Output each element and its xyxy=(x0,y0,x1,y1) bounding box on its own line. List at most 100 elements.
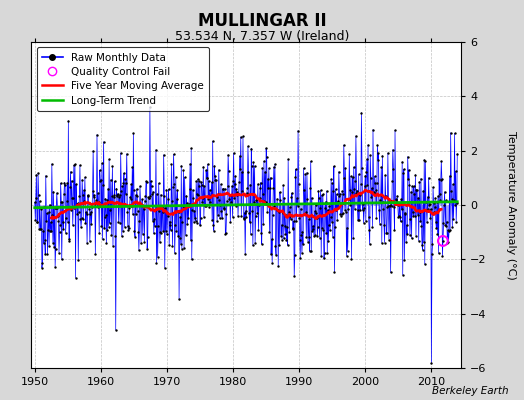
Point xyxy=(42,210,51,217)
Point xyxy=(379,198,387,205)
Point xyxy=(281,223,289,230)
Point xyxy=(395,200,403,206)
Point xyxy=(427,359,435,366)
Point xyxy=(100,225,108,231)
Point xyxy=(181,232,190,238)
Point xyxy=(119,180,128,186)
Point xyxy=(107,192,116,199)
Point xyxy=(176,214,184,220)
Point xyxy=(58,256,66,262)
Point xyxy=(229,177,237,184)
Point xyxy=(428,251,436,257)
Point xyxy=(399,272,407,278)
Point xyxy=(307,158,315,165)
Point xyxy=(268,259,276,266)
Point xyxy=(411,212,419,219)
Point xyxy=(119,228,127,234)
Point xyxy=(375,207,383,214)
Point xyxy=(165,186,173,192)
Point xyxy=(218,215,226,221)
Point xyxy=(316,187,325,194)
Point xyxy=(53,205,61,211)
Point xyxy=(79,215,88,222)
Point xyxy=(281,230,290,237)
Point xyxy=(313,215,321,222)
Point xyxy=(303,196,312,202)
Point xyxy=(286,213,294,220)
Point xyxy=(366,152,375,158)
Point xyxy=(196,222,204,228)
Point xyxy=(424,206,432,212)
Point xyxy=(364,142,372,148)
Point xyxy=(113,192,121,198)
Point xyxy=(416,218,424,224)
Point xyxy=(439,220,447,226)
Point xyxy=(396,214,404,220)
Point xyxy=(233,189,242,196)
Point xyxy=(152,260,161,267)
Point xyxy=(380,222,388,228)
Point xyxy=(108,163,117,170)
Point xyxy=(122,190,130,197)
Point xyxy=(101,195,110,202)
Point xyxy=(297,206,305,212)
Point xyxy=(420,239,428,245)
Point xyxy=(282,212,290,218)
Point xyxy=(305,248,314,254)
Point xyxy=(260,158,268,164)
Point xyxy=(434,250,443,256)
Point xyxy=(150,222,159,229)
Point xyxy=(159,152,168,158)
Point xyxy=(292,218,301,224)
Point xyxy=(52,190,61,196)
Point xyxy=(71,161,79,168)
Point xyxy=(162,228,170,234)
Point xyxy=(429,184,437,190)
Point xyxy=(370,173,379,180)
Point xyxy=(248,208,257,215)
Point xyxy=(385,236,393,243)
Point xyxy=(442,197,450,204)
Point xyxy=(359,220,368,226)
Point xyxy=(84,193,92,199)
Point xyxy=(124,227,133,233)
Point xyxy=(205,178,213,184)
Point xyxy=(147,183,156,189)
Point xyxy=(91,200,99,207)
Point xyxy=(213,218,221,224)
Point xyxy=(245,210,253,216)
Point xyxy=(252,197,260,203)
Point xyxy=(68,195,77,201)
Point xyxy=(190,219,198,225)
Point xyxy=(345,196,353,202)
Point xyxy=(47,219,55,226)
Point xyxy=(64,118,72,124)
Point xyxy=(251,240,259,246)
Point xyxy=(266,184,274,191)
Point xyxy=(259,220,268,227)
Point xyxy=(236,134,245,140)
Point xyxy=(241,209,249,216)
Point xyxy=(332,191,341,198)
Point xyxy=(146,104,154,110)
Point xyxy=(146,193,155,200)
Point xyxy=(271,243,280,249)
Point xyxy=(118,183,126,190)
Point xyxy=(195,178,203,184)
Point xyxy=(135,218,144,224)
Point xyxy=(372,214,380,221)
Point xyxy=(311,232,319,238)
Point xyxy=(284,156,292,162)
Point xyxy=(56,228,64,235)
Point xyxy=(78,176,86,183)
Point xyxy=(209,222,217,228)
Legend: Raw Monthly Data, Quality Control Fail, Five Year Moving Average, Long-Term Tren: Raw Monthly Data, Quality Control Fail, … xyxy=(37,47,209,111)
Point xyxy=(444,238,453,245)
Point xyxy=(422,207,431,213)
Point xyxy=(180,174,189,180)
Point xyxy=(48,211,57,218)
Point xyxy=(160,265,169,271)
Point xyxy=(373,142,381,148)
Point xyxy=(331,224,339,230)
Point xyxy=(188,256,196,262)
